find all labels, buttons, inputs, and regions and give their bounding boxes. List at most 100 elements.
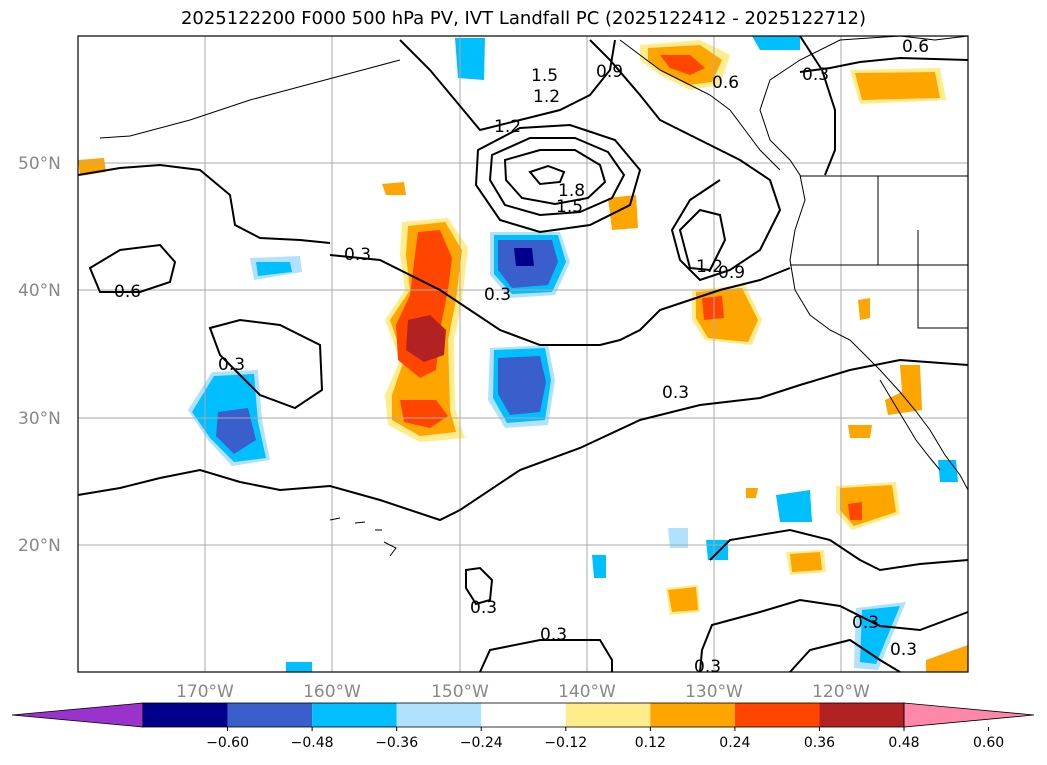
- contour-east-north: [799, 35, 836, 176]
- colorbar-frame: [142, 702, 905, 728]
- lon-label-160w: 160°W: [303, 682, 361, 702]
- contour-label: 1.2: [696, 257, 723, 277]
- contour-0.3-west: [208, 318, 324, 410]
- colorbar-tick-label: −0.24: [460, 735, 503, 751]
- lat-label-50n: 50°N: [18, 154, 61, 174]
- contour-label: 0.9: [718, 263, 745, 283]
- lat-label-30n: 30°N: [18, 409, 61, 429]
- colorbar-segment: [565, 703, 651, 727]
- contour-label: 1.8: [558, 181, 585, 201]
- hawaii-islands: [329, 517, 397, 557]
- shade-darkred: [406, 315, 446, 362]
- contour-south-east-2: [709, 528, 969, 572]
- shade-orange: [848, 425, 872, 438]
- contour-label: 0.6: [712, 73, 739, 93]
- lat-label-20n: 20°N: [18, 536, 61, 556]
- shade-orange: [885, 365, 922, 415]
- contour-label: 1.2: [494, 117, 521, 137]
- contour-label: 0.3: [662, 383, 689, 403]
- contour-0.6-north: [77, 163, 331, 244]
- shade-blue-light: [668, 528, 688, 548]
- colorbar-tick-label: −0.12: [544, 735, 587, 751]
- contour-label: 1.5: [531, 66, 558, 86]
- colorbar-tick-label: 0.48: [888, 735, 919, 751]
- contour-label: 0.3: [470, 598, 497, 618]
- shade-red: [660, 55, 705, 75]
- aleutian-islands: [99, 59, 401, 139]
- colorbar-tick-label: 0.24: [719, 735, 750, 751]
- shade-orange: [382, 182, 406, 195]
- contour-0.9: [589, 39, 782, 282]
- shade-orange: [926, 645, 968, 672]
- contour-vortex-core: [528, 164, 566, 186]
- contour-small-loop: [465, 566, 494, 606]
- contour-0.3-main: [77, 358, 969, 522]
- north-america-coast: [759, 35, 969, 491]
- map-title: 2025122200 F000 500 hPa PV, IVT Landfall…: [180, 8, 867, 29]
- contour-label: 0.6: [902, 37, 929, 57]
- shade-blue-mid: [216, 408, 256, 454]
- longitude-labels: 170°W 160°W 150°W 140°W 130°W 120°W: [176, 682, 870, 702]
- shade-red: [848, 502, 862, 520]
- pv-shading: [78, 36, 968, 672]
- shade-orange: [608, 195, 638, 230]
- colorbar-tick-label: 0.36: [804, 735, 835, 751]
- shade-blue: [706, 540, 728, 560]
- pv-contours: [77, 35, 969, 673]
- contour-southeast-loop: [789, 638, 901, 673]
- colorbar-segment: [650, 703, 735, 727]
- shade-blue-mid: [498, 356, 546, 415]
- colorbar-tick-label: −0.36: [375, 735, 418, 751]
- colorbar-segment: [819, 703, 904, 727]
- shade-blue: [938, 460, 958, 482]
- contour-label: 0.3: [344, 245, 371, 265]
- shade-blue-light: [455, 38, 485, 80]
- contour-south-east: [699, 598, 969, 673]
- coastlines: [99, 35, 969, 557]
- contour-label: 0.3: [890, 640, 917, 660]
- contour-vortex-outer: [474, 123, 642, 234]
- alaska-panhandle: [619, 39, 781, 171]
- contour-0.6-west: [88, 243, 177, 293]
- contour-1.2-north: [399, 39, 616, 132]
- lat-label-40n: 40°N: [18, 281, 61, 301]
- shade-orange: [858, 298, 870, 320]
- shade-blue-light: [752, 36, 800, 50]
- shade-blue: [286, 662, 312, 672]
- graticule: [78, 36, 968, 672]
- shade-orange: [668, 587, 698, 612]
- colorbar-segment: [143, 703, 228, 727]
- shade-orange: [790, 552, 822, 572]
- shade-blue: [592, 555, 606, 578]
- contour-vortex-inner: [503, 149, 607, 206]
- colorbar-tick-label: 0.60: [973, 735, 1004, 751]
- colorbar-segment: [734, 703, 820, 727]
- map-frame: [77, 35, 969, 673]
- contour-label: 1.5: [556, 197, 583, 217]
- contour-label: 0.3: [540, 625, 567, 645]
- contour-label: 0.3: [852, 613, 879, 633]
- contour-label: 0.3: [694, 657, 721, 677]
- contour-south: [479, 639, 613, 673]
- state-borders: [790, 176, 968, 329]
- shade-blue: [256, 262, 292, 276]
- colorbar-tick-label: −0.60: [206, 735, 249, 751]
- shade-orange: [855, 72, 940, 100]
- shade-red: [400, 400, 448, 428]
- contour-label: 0.9: [596, 62, 623, 82]
- lon-label-150w: 150°W: [431, 682, 489, 702]
- baja-peninsula: [879, 379, 941, 471]
- contour-label: 0.3: [484, 285, 511, 305]
- lon-label-130w: 130°W: [685, 682, 743, 702]
- colorbar-segment: [481, 703, 566, 727]
- contour-1.2-east: [678, 208, 727, 272]
- contour-0.3-northeast: [799, 56, 969, 73]
- shade-orange: [746, 488, 758, 498]
- contour-0.3-mid: [329, 254, 791, 346]
- contour-vortex-mid: [488, 137, 626, 217]
- latitude-labels: 50°N 40°N 30°N 20°N: [18, 154, 61, 556]
- lon-label-170w: 170°W: [176, 682, 234, 702]
- lon-label-120w: 120°W: [812, 682, 870, 702]
- colorbar-extend-low: [11, 702, 144, 728]
